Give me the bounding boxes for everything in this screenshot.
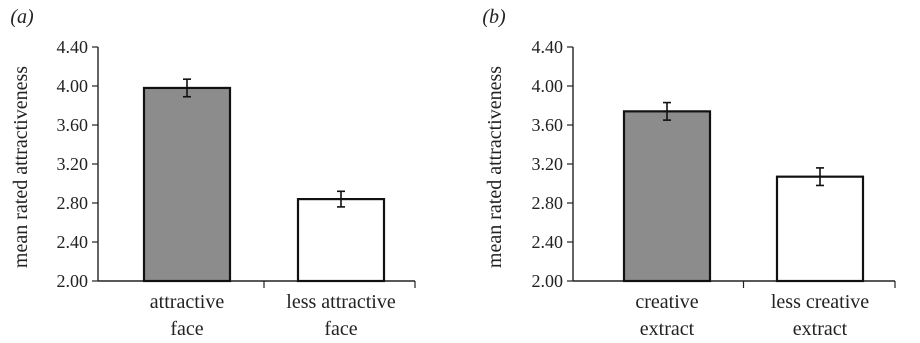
bar: [775, 175, 865, 283]
category-label-line: face: [324, 318, 357, 340]
y-axis-label-a: mean rated attractiveness: [10, 66, 32, 268]
y-tick-label: 2.40: [57, 232, 89, 252]
y-tick-label: 3.20: [57, 154, 89, 174]
category-label: less creative extract: [771, 291, 869, 340]
plot-b: 2.00 2.40 2.80 3.20 3.60 4.00 4.40 creative extr…: [532, 37, 896, 340]
panel-label-b: (b): [482, 6, 506, 28]
plot-a: 2.00 2.40 2.80 3.20 3.60 4.00 4.40 attractive fa…: [57, 37, 416, 340]
y-tick-label: 3.60: [57, 115, 89, 135]
y-tick-label: 3.60: [532, 115, 564, 135]
category-label-line: face: [170, 318, 203, 340]
panel-a: (a) mean rated attractiveness 2.002.402.…: [10, 6, 416, 340]
category-label-line: less creative: [771, 291, 869, 313]
bar: [142, 86, 232, 283]
y-tick-label: 4.00: [532, 76, 564, 96]
category-label-line: extract: [793, 318, 848, 340]
y-tick-label: 4.40: [57, 37, 89, 57]
bar: [296, 198, 386, 283]
category-label-line: creative: [635, 291, 698, 313]
y-tick-label: 2.40: [532, 232, 564, 252]
category-label: creative extract: [635, 291, 698, 340]
category-label: attractive face: [150, 291, 225, 340]
y-tick-label: 4.00: [57, 76, 89, 96]
y-axis-label-b: mean rated attractiveness: [484, 66, 506, 268]
y-tick-label: 2.00: [532, 271, 564, 291]
y-tick-label: 3.20: [532, 154, 564, 174]
category-label-line: less attractive: [286, 291, 396, 313]
y-tick-label: 2.80: [57, 193, 89, 213]
panel-label-a: (a): [10, 6, 34, 28]
y-tick-label: 2.80: [532, 193, 564, 213]
y-tick-label: 4.40: [532, 37, 564, 57]
y-tick-label: 2.00: [57, 271, 89, 291]
category-label-line: extract: [640, 318, 695, 340]
panel-b: (b) mean rated attractiveness 2.002.402.…: [482, 6, 896, 340]
category-label: less attractive face: [286, 291, 396, 340]
bar: [622, 110, 712, 283]
category-label-line: attractive: [150, 291, 225, 313]
